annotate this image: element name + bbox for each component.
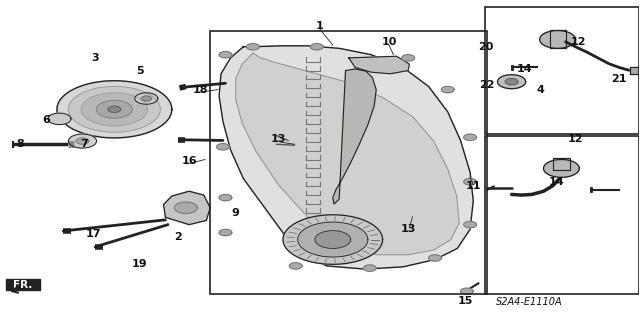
Polygon shape [543,160,579,177]
Text: 9: 9 [232,209,239,219]
Polygon shape [550,30,566,48]
Polygon shape [349,56,410,74]
Polygon shape [219,229,232,236]
Polygon shape [310,44,323,50]
Polygon shape [630,67,639,74]
Text: 19: 19 [132,259,148,269]
Polygon shape [164,191,210,225]
Text: FR.: FR. [13,280,33,290]
Text: 10: 10 [381,37,397,47]
Text: 11: 11 [465,182,481,191]
Polygon shape [505,78,518,85]
Text: 6: 6 [43,115,51,125]
Text: 8: 8 [16,139,24,149]
Polygon shape [68,86,161,132]
Polygon shape [298,222,368,257]
Polygon shape [216,144,229,150]
Text: 17: 17 [86,229,101,239]
Polygon shape [97,100,132,118]
Polygon shape [219,195,232,201]
Text: 12: 12 [568,134,583,144]
Bar [210,31,487,294]
Text: 13: 13 [271,134,286,144]
Text: 4: 4 [536,85,544,95]
Bar [484,7,639,134]
Polygon shape [283,215,383,264]
Polygon shape [236,53,460,255]
Polygon shape [464,134,476,140]
Polygon shape [464,221,476,228]
Bar [484,136,639,294]
Polygon shape [141,96,152,101]
Polygon shape [219,46,473,269]
Polygon shape [57,81,172,138]
Polygon shape [497,75,525,89]
Text: 22: 22 [479,80,495,90]
Polygon shape [442,86,454,93]
Polygon shape [553,158,570,170]
Polygon shape [76,138,89,144]
Polygon shape [364,265,376,271]
Polygon shape [135,93,158,104]
Polygon shape [315,231,351,249]
Polygon shape [246,44,259,50]
Text: 18: 18 [192,85,208,95]
Text: 13: 13 [401,224,416,234]
Polygon shape [540,31,575,48]
Polygon shape [48,113,71,124]
Polygon shape [81,93,148,126]
Polygon shape [289,263,302,269]
Text: 7: 7 [80,139,88,149]
Polygon shape [6,278,40,290]
Text: 3: 3 [92,53,99,63]
Polygon shape [429,255,442,261]
Text: S2A4-E1110A: S2A4-E1110A [495,297,563,307]
Text: 20: 20 [478,42,493,52]
Polygon shape [219,51,232,58]
Text: 1: 1 [316,21,324,31]
Text: 16: 16 [182,156,198,166]
Text: 14: 14 [516,64,532,74]
Text: 21: 21 [611,73,627,84]
Polygon shape [333,69,376,204]
Polygon shape [464,179,476,185]
Text: 15: 15 [458,296,474,306]
Text: 12: 12 [571,37,586,47]
Text: 2: 2 [174,232,182,242]
Polygon shape [108,106,121,113]
Polygon shape [68,134,97,148]
Text: 14: 14 [548,177,564,187]
Polygon shape [461,288,473,294]
Polygon shape [175,202,197,213]
Polygon shape [402,55,415,61]
Text: 5: 5 [136,66,144,76]
